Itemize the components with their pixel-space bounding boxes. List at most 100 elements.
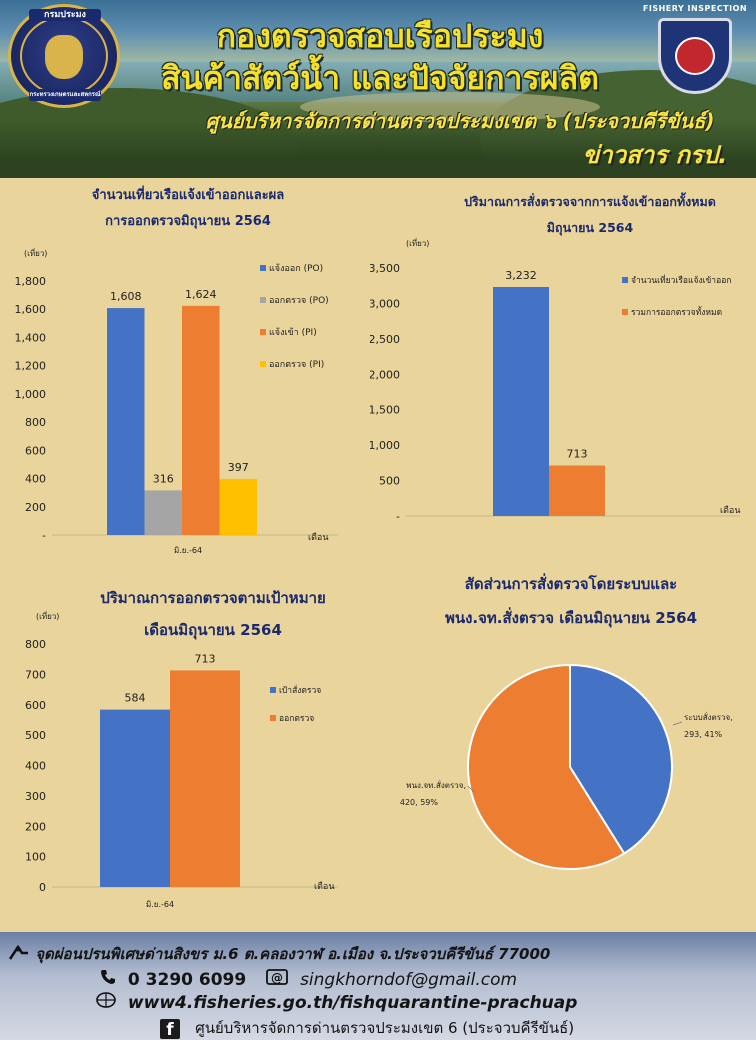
logo-left-top-text: กรมประมง (29, 9, 101, 21)
chart1-svg: - 200 400 600 800 1,000 1,200 1,400 1,600 1,800 (เ… (15, 247, 338, 555)
chart-panel-2: ปริมาณการสั่งตรวจจากการแจ้งเข้าออกทั้งหม… (370, 180, 756, 530)
y-tick-label: 1,800 (15, 275, 47, 288)
page-subtitle: ศูนย์บริหารจัดการด่านตรวจประมงเขต ๖ (ประ… (205, 109, 715, 133)
x-axis-label: เดือน (314, 881, 334, 892)
legend-swatch-4 (260, 361, 266, 367)
y-tick-label: 3,000 (370, 297, 400, 310)
footer-address: จุดผ่อนปรนพิเศษด่านสิงขร ม.6 ต.คลองวาฬ อ… (35, 945, 551, 963)
bar-2 (549, 465, 605, 516)
bar-3 (182, 305, 220, 535)
data-label: 713 (567, 447, 588, 460)
pie-label: 420, 59% (400, 798, 439, 807)
y-tick-label: 1,000 (370, 439, 400, 452)
pie-leader-line (467, 785, 475, 793)
chart-panel-3: ปริมาณการออกตรวจตามเป้าหมาย เดือนมิถุนาย… (8, 580, 368, 915)
legend-swatch-1 (270, 687, 276, 693)
logo-left-bottom-text: กระทรวงเกษตรและสหกรณ์ (29, 89, 101, 101)
y-tick-label: 2,500 (370, 333, 400, 346)
legend-swatch-3 (260, 329, 266, 335)
bar-4 (219, 478, 257, 535)
data-label: 713 (195, 652, 216, 665)
y-tick-label: 800 (25, 416, 46, 429)
x-axis-label: เดือน (308, 532, 328, 543)
page-title-line1: กองตรวจสอบเรือประมง (216, 17, 544, 55)
email-icon: @ (266, 968, 289, 991)
legend-label: ออกตรวจ (PO) (269, 296, 329, 306)
y-tick-label: 700 (25, 668, 46, 681)
legend-swatch-2 (270, 715, 276, 721)
y-tick-label: 600 (25, 444, 46, 457)
y-tick-label: 1,200 (15, 360, 47, 373)
y-tick-label: 200 (25, 501, 46, 514)
y-tick-label: 1,000 (15, 388, 47, 401)
footer-phone-email-row: 0 3290 6099 @ singkhorndof@gmail.com (100, 968, 756, 991)
bar-1 (493, 286, 549, 516)
data-label: 3,232 (505, 269, 537, 282)
chart2-title-line1: ปริมาณการสั่งตรวจจากการแจ้งเข้าออกทั้งหม… (464, 194, 716, 209)
y-tick-label: 400 (25, 760, 46, 773)
svg-text:@: @ (271, 971, 283, 985)
pie-label: พนง.จท.สั่งตรวจ, (406, 779, 466, 790)
bar-2 (144, 490, 182, 535)
bar-2 (170, 670, 240, 887)
news-tag: ข่าวสาร กรป. (582, 141, 728, 169)
y-tick-label: 1,600 (15, 303, 47, 316)
footer-address-row: จุดผ่อนปรนพิเศษด่านสิงขร ม.6 ต.คลองวาฬ อ… (8, 942, 756, 966)
y-tick-label: 200 (25, 820, 46, 833)
globe-icon (96, 992, 116, 1013)
footer-contact: จุดผ่อนปรนพิเศษด่านสิงขร ม.6 ต.คลองวาฬ อ… (0, 932, 756, 1040)
footer-website-row: www4.fisheries.go.th/fishquarantine-prac… (96, 992, 756, 1013)
data-label: 1,608 (110, 290, 142, 303)
bar-1 (107, 308, 145, 535)
pie-slice-2 (467, 663, 626, 870)
chart4-svg: ระบบสั่งตรวจ, 293, 41% พนง.จท.สั่งตรวจ, 420… (400, 663, 733, 870)
x-axis-label: เดือน (720, 505, 740, 516)
y-tick-label: 500 (25, 729, 46, 742)
facebook-icon[interactable]: f (160, 1018, 180, 1040)
footer-facebook-row: f ศูนย์บริหารจัดการด่านตรวจประมงเขต 6 (ป… (160, 1016, 756, 1040)
y-tick-label: 100 (25, 851, 46, 864)
footer-phone[interactable]: 0 3290 6099 (127, 969, 247, 990)
y-tick-label: 3,500 (370, 262, 400, 275)
page-title-line2: สินค้าสัตว์น้ำ และปัจจัยการผลิต (161, 59, 599, 97)
chart3-svg: 0 100 200 300 400 500 600 700 800 (เที่ยว) เดือนมิ… (25, 610, 338, 909)
chart3-title-line1: ปริมาณการออกตรวจตามเป้าหมาย (100, 589, 326, 607)
location-icon (8, 944, 30, 965)
footer-website[interactable]: www4.fisheries.go.th/fishquarantine-prac… (127, 992, 578, 1013)
x-tick-label: มิ.ย.-64 (146, 900, 174, 909)
chart-panel-4: สัดส่วนการสั่งตรวจโดยระบบและ พนง.จท.สั่ง… (386, 562, 756, 907)
shield-icon (658, 18, 732, 94)
y-tick-label: 0 (39, 881, 46, 894)
legend-label: ออกตรวจ (279, 714, 314, 724)
legend-label: จำนวนเที่ยวเรือแจ้งเข้าออก (631, 274, 731, 286)
legend-label: แจ้งออก (PO) (269, 263, 323, 274)
y-tick-label: 400 (25, 473, 46, 486)
chart4-title-line2: พนง.จท.สั่งตรวจ เดือนมิถุนายน 2564 (444, 609, 698, 627)
y-tick-label: 1,400 (15, 331, 47, 344)
y-tick-label: 800 (25, 638, 46, 651)
data-label: 1,624 (185, 288, 217, 301)
chart3-title-line2: เดือนมิถุนายน 2564 (144, 621, 282, 639)
y-tick-label: 500 (379, 475, 400, 488)
y-tick-label: 2,000 (370, 368, 400, 381)
phone-icon (100, 969, 116, 990)
chart4-title-line1: สัดส่วนการสั่งตรวจโดยระบบและ (464, 575, 678, 593)
foliage-foreground (0, 120, 756, 178)
y-unit-label: (เที่ยว) (36, 610, 59, 621)
pie-label: ระบบสั่งตรวจ, (684, 711, 733, 722)
header-banner: กรมประมง กระทรวงเกษตรและสหกรณ์ FISHERY I… (0, 0, 756, 178)
y-tick-label: 600 (25, 699, 46, 712)
department-of-fisheries-logo: กรมประมง กระทรวงเกษตรและสหกรณ์ (8, 4, 120, 108)
legend-label: ออกตรวจ (PI) (269, 360, 324, 370)
data-label: 316 (153, 472, 174, 485)
legend-swatch-1 (260, 265, 266, 271)
y-tick-label: - (42, 529, 46, 542)
data-label: 584 (125, 692, 146, 705)
footer-facebook[interactable]: ศูนย์บริหารจัดการด่านตรวจประมงเขต 6 (ประ… (195, 1019, 575, 1037)
y-unit-label: (เที่ยว) (406, 237, 429, 248)
chart2-svg: - 500 1,000 1,500 2,000 2,500 3,000 3,500 (เที่ย… (370, 237, 740, 523)
fishery-inspection-logo: FISHERY INSPECTION (640, 4, 750, 100)
seal-icon (45, 35, 83, 79)
chart-panel-1: จำนวนเที่ยวเรือแจ้งเข้าออกและผล การออกตร… (8, 180, 368, 555)
footer-email[interactable]: singkhorndof@gmail.com (300, 969, 518, 990)
